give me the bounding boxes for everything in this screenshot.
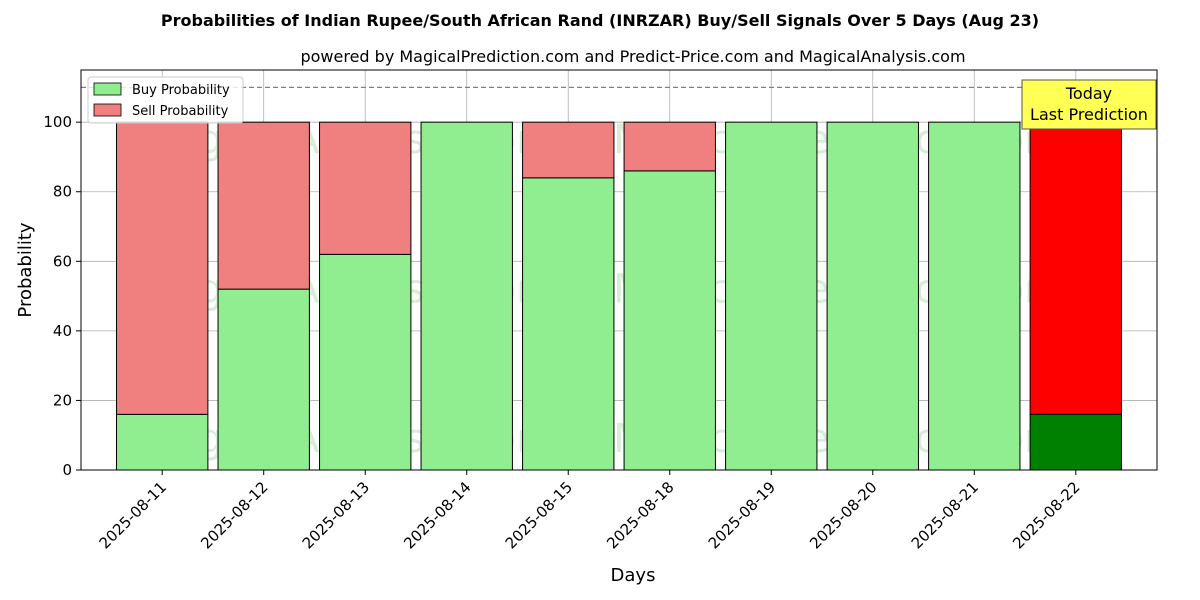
- legend: Buy Probability Sell Probability: [87, 76, 244, 124]
- today-annotation: Today Last Prediction: [1021, 79, 1157, 130]
- chart-subtitle: powered by MagicalPrediction.com and Pre…: [300, 47, 965, 66]
- y-ticks: 0 20 40 60 80 100: [43, 113, 81, 479]
- sell-bar: [522, 121, 615, 179]
- y-tick-label: 40: [53, 322, 72, 340]
- annotation-line-1: Today: [1065, 84, 1112, 103]
- y-tick-label: 80: [53, 183, 72, 201]
- plot-frame: [80, 69, 1158, 471]
- annotation-line-2: Last Prediction: [1030, 105, 1148, 124]
- buy-bar: [319, 253, 412, 471]
- bars: [116, 121, 1122, 471]
- sell-bar: [623, 121, 716, 172]
- buy-bar: [522, 177, 615, 471]
- annotation-box: [1021, 79, 1157, 130]
- sell-bar: [319, 121, 412, 255]
- x-tick-label: 2025-08-18: [603, 478, 677, 552]
- sell-bar: [116, 121, 209, 415]
- legend-label-buy: Buy Probability: [132, 83, 230, 98]
- sell-bar: [1029, 121, 1122, 415]
- y-tick-label: 0: [62, 461, 72, 479]
- buy-bar: [928, 121, 1021, 471]
- x-ticks: 2025-08-11 2025-08-12 2025-08-13 2025-08-14…: [96, 470, 1084, 552]
- y-tick-label: 60: [53, 252, 72, 270]
- buy-bar: [217, 288, 310, 471]
- y-tick-label: 100: [43, 113, 72, 131]
- sell-bar: [217, 121, 310, 290]
- x-tick-label: 2025-08-21: [908, 478, 982, 552]
- x-axis-label: Days: [611, 565, 656, 586]
- x-tick-label: 2025-08-22: [1009, 478, 1083, 552]
- buy-bar: [1029, 413, 1122, 471]
- legend-swatch-sell: [93, 103, 122, 117]
- legend-label-sell: Sell Probability: [132, 104, 229, 119]
- buy-bar: [623, 170, 716, 471]
- y-axis-label: Probability: [15, 222, 36, 317]
- x-tick-label: 2025-08-12: [197, 478, 271, 552]
- buy-bar: [826, 121, 919, 471]
- buy-bar: [725, 121, 818, 471]
- x-tick-label: 2025-08-19: [705, 478, 779, 552]
- x-tick-label: 2025-08-11: [96, 478, 170, 552]
- legend-box: [87, 76, 244, 124]
- x-tick-label: 2025-08-20: [806, 478, 880, 552]
- chart-title: Probabilities of Indian Rupee/South Afri…: [161, 11, 1039, 30]
- x-tick-label: 2025-08-15: [502, 478, 576, 552]
- legend-swatch-buy: [93, 82, 122, 96]
- buy-bar: [420, 121, 513, 471]
- x-tick-label: 2025-08-14: [400, 478, 474, 552]
- y-tick-label: 20: [53, 391, 72, 409]
- x-tick-label: 2025-08-13: [299, 478, 373, 552]
- buy-bar: [116, 413, 209, 471]
